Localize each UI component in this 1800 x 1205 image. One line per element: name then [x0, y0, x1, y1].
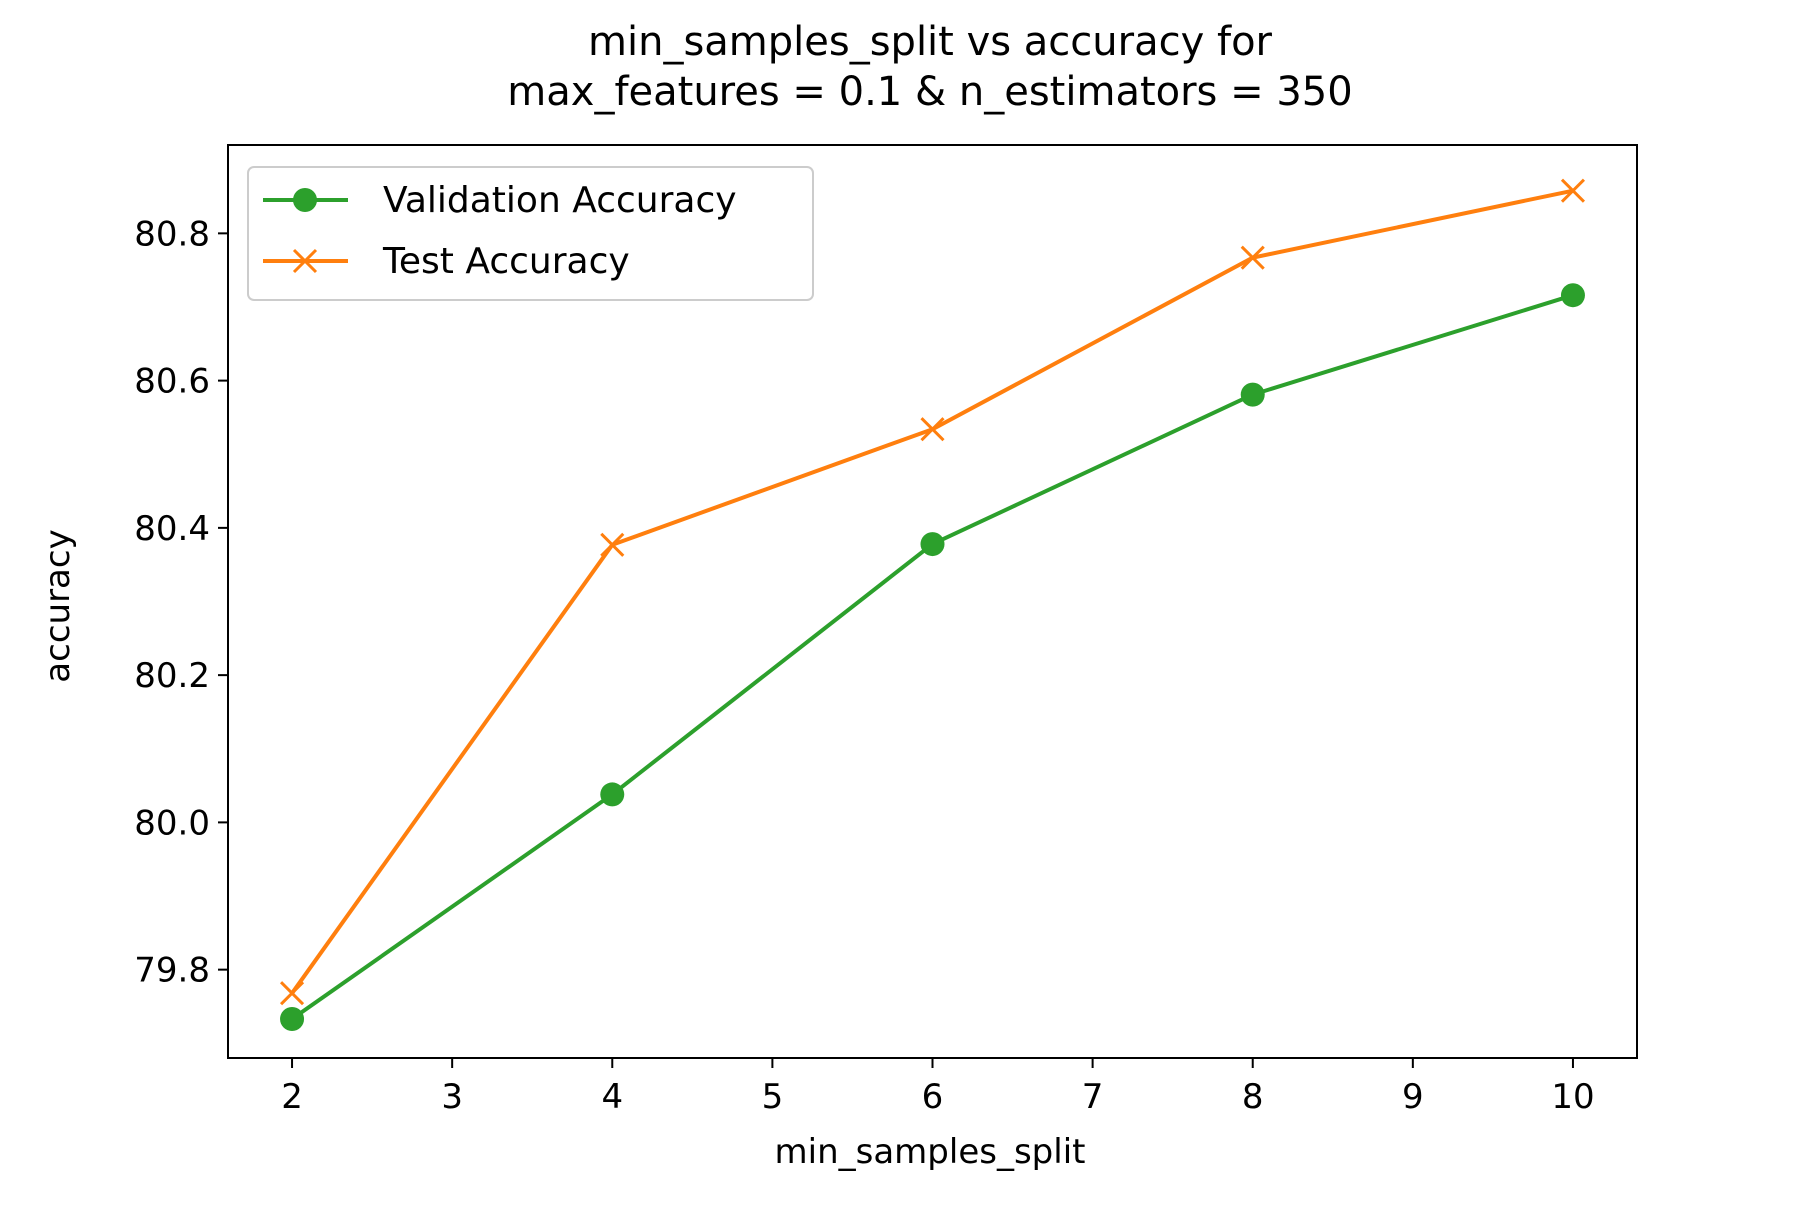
x-tick-label: 3: [441, 1077, 463, 1117]
data-point-test-accuracy: [1560, 178, 1586, 203]
data-point-validation-accuracy: [1240, 382, 1265, 407]
x-axis-ticks: 2 3 4 5 6 7 8 9 10: [281, 1058, 1595, 1117]
x-tick-label: 2: [281, 1077, 303, 1117]
x-tick-label: 10: [1551, 1077, 1594, 1117]
series-line-test-accuracy: [290, 188, 1574, 995]
chart-title-line-1: min_samples_split vs accuracy for: [588, 19, 1273, 65]
legend: Validation Accuracy Test Accuracy: [247, 166, 814, 301]
data-point-validation-accuracy: [600, 782, 625, 807]
y-tick-label: 80.6: [134, 362, 210, 402]
y-tick-label: 80.0: [134, 803, 210, 843]
x-tick-label: 4: [601, 1077, 623, 1117]
y-tick-label: 80.2: [134, 656, 210, 696]
data-point-validation-accuracy: [1560, 283, 1585, 308]
y-axis-label: accuracy: [38, 529, 78, 682]
x-axis-label: min_samples_split: [775, 1132, 1086, 1172]
x-tick-label: 6: [922, 1077, 944, 1117]
y-tick-label: 79.8: [134, 951, 210, 991]
y-axis-ticks: 79.8 80.0 80.2 80.4 80.6 80.8: [134, 214, 228, 991]
y-tick-label: 80.8: [134, 214, 210, 254]
data-point-validation-accuracy: [280, 1006, 305, 1031]
data-point-test-accuracy: [600, 532, 625, 557]
legend-marker-test: [292, 248, 318, 274]
data-point-test-accuracy: [279, 981, 305, 1006]
chart-title-line-2: max_features = 0.1 & n_estimators = 350: [507, 69, 1352, 115]
series-line-validation-accuracy: [290, 293, 1574, 1021]
x-tick-label: 8: [1242, 1077, 1264, 1117]
data-point-test-accuracy: [1240, 245, 1265, 270]
legend-box: [247, 166, 814, 301]
data-point-test-accuracy: [920, 417, 945, 442]
x-tick-label: 9: [1402, 1077, 1424, 1117]
legend-label-validation: Validation Accuracy: [383, 180, 737, 221]
data-series: [279, 178, 1586, 1031]
legend-marker-validation: [293, 188, 317, 212]
data-point-validation-accuracy: [920, 532, 945, 557]
x-tick-label: 7: [1082, 1077, 1104, 1117]
legend-label-test: Test Accuracy: [382, 241, 630, 282]
x-tick-label: 5: [762, 1077, 784, 1117]
y-tick-label: 80.4: [134, 509, 210, 549]
